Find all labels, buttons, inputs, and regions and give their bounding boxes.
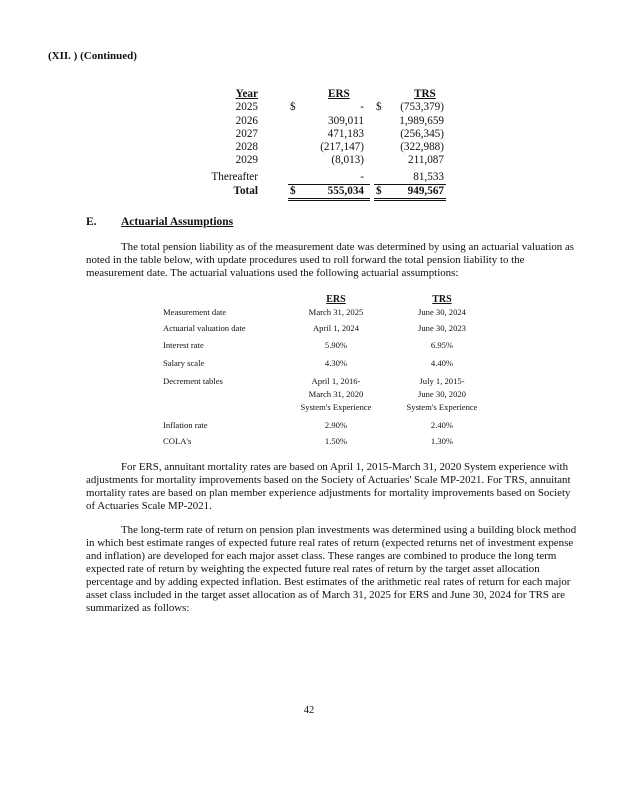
ers-cell: 471,183 <box>327 127 364 140</box>
returns-paragraph: The long-term rate of return on pension … <box>86 524 577 614</box>
trs-value: 2.40% <box>430 420 454 430</box>
year-cell: 2026 <box>235 114 258 127</box>
ers-cell: - <box>360 101 364 114</box>
assumption-label: Measurement date <box>163 307 227 317</box>
assumption-label: Salary scale <box>163 358 205 368</box>
ers-cell: (8,013) <box>331 154 364 167</box>
assumption-label: Inflation rate <box>163 420 208 430</box>
currency-symbol: $ <box>376 101 382 114</box>
trs-cell: (753,379) <box>400 101 444 114</box>
ers-value: March 31, 2020 <box>308 389 364 399</box>
year-cell: 2027 <box>235 127 258 140</box>
ers-value: 1.50% <box>324 436 348 446</box>
trs-cell: 211,087 <box>408 154 444 167</box>
page-number: 42 <box>303 705 315 716</box>
rule <box>288 183 370 185</box>
assumption-label: COLA's <box>163 436 192 446</box>
assumption-label: Interest rate <box>163 340 204 350</box>
total-trs: 949,567 <box>407 185 444 198</box>
trs-value: System's Experience <box>406 402 478 412</box>
ers-value: 5.90% <box>324 340 348 350</box>
trs-cell: 1,989,659 <box>399 114 444 127</box>
ers-value: System's Experience <box>300 402 372 412</box>
header-ers: ERS <box>326 294 346 305</box>
year-cell: Thereafter <box>211 170 258 183</box>
total-ers: 555,034 <box>327 185 364 198</box>
year-cell: 2028 <box>235 141 258 154</box>
ers-value: April 1, 2016- <box>311 376 361 386</box>
trs-value: 1.30% <box>430 436 454 446</box>
mortality-paragraph: For ERS, annuitant mortality rates are b… <box>86 461 571 512</box>
currency-symbol: $ <box>290 101 296 114</box>
section-letter: E. <box>86 216 97 228</box>
ers-cell: (217,147) <box>320 141 364 154</box>
double-rule <box>288 198 370 202</box>
rule <box>374 183 446 185</box>
header-ers: ERS <box>328 88 350 100</box>
trs-value: July 1, 2015- <box>419 376 465 386</box>
assumption-label: Actuarial valuation date <box>163 323 246 333</box>
double-rule <box>374 198 446 202</box>
ers-value: 4.30% <box>324 358 348 368</box>
trs-cell: (256,345) <box>400 127 444 140</box>
trs-value: 6.95% <box>430 340 454 350</box>
trs-value: 4.40% <box>430 358 454 368</box>
currency-symbol: $ <box>290 185 296 198</box>
trs-value: June 30, 2023 <box>418 323 466 333</box>
header-trs: TRS <box>432 294 452 305</box>
trs-cell: 81,533 <box>413 170 444 183</box>
section-heading: E. Actuarial Assumptions <box>86 216 233 228</box>
trs-value: June 30, 2020 <box>418 389 466 399</box>
assumption-label: Decrement tables <box>163 376 223 386</box>
header-trs: TRS <box>414 88 436 100</box>
section-header: (XII. ) (Continued) <box>48 50 137 62</box>
ers-cell: 309,011 <box>328 114 364 127</box>
currency-symbol: $ <box>376 185 382 198</box>
ers-value: 2.90% <box>324 420 348 430</box>
ers-cell: - <box>360 170 364 183</box>
year-cell: 2029 <box>235 154 258 167</box>
ers-value: April 1, 2024 <box>312 323 360 333</box>
trs-cell: (322,988) <box>400 141 444 154</box>
header-year: Year <box>235 88 258 100</box>
ers-value: March 31, 2025 <box>308 307 364 317</box>
year-cell: 2025 <box>235 101 258 114</box>
trs-value: June 30, 2024 <box>418 307 466 317</box>
total-label: Total <box>233 185 258 198</box>
intro-paragraph: The total pension liability as of the me… <box>86 241 575 279</box>
section-title: Actuarial Assumptions <box>121 216 234 228</box>
